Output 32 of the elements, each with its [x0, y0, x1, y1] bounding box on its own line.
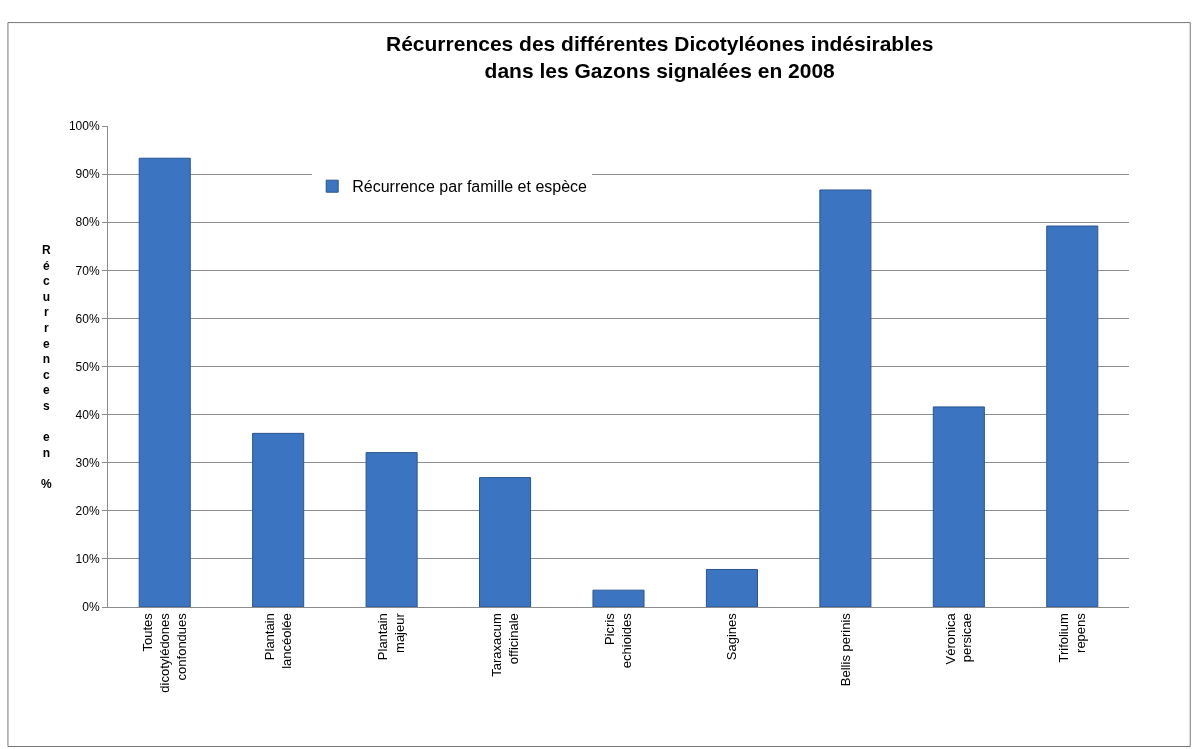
y-tick-label: 60%: [75, 311, 100, 326]
y-tick-label: 0%: [82, 600, 100, 615]
bar: [365, 452, 418, 607]
x-tick-label: Sagines: [724, 612, 740, 661]
y-tick-label: 50%: [75, 359, 100, 374]
bar: [932, 406, 985, 607]
bar: [1046, 225, 1099, 607]
x-tick-label: Plantain lancéolée: [261, 613, 294, 669]
bar: [252, 432, 305, 607]
y-tick-label: 70%: [75, 263, 100, 278]
bar: [479, 477, 532, 607]
legend-label: Récurrence par famille et espèce: [352, 178, 588, 196]
y-tick-label: 30%: [75, 455, 100, 470]
x-tick-label: Bellis perinis: [837, 612, 853, 687]
bar: [705, 568, 758, 607]
chart-title: Récurrences des différentes Dicotyléones indésirables dans les Gazons signalées en 2008: [386, 32, 934, 83]
bar: [592, 589, 645, 607]
x-tick-label: Plantain majeur: [375, 612, 408, 661]
y-tick-label: 100%: [68, 119, 100, 134]
y-tick-label: 20%: [75, 504, 100, 518]
y-tick-label: 80%: [75, 215, 100, 230]
y-tick-label: 10%: [75, 552, 100, 567]
bar: [138, 157, 191, 607]
text: Récurrences en %: [41, 243, 52, 491]
x-tick-label: Trifolium repens: [1056, 612, 1088, 663]
y-tick-label: 90%: [75, 167, 100, 182]
x-tick-label: Toutes dicotylédones confondues: [140, 612, 189, 693]
y-tick-label: 40%: [75, 407, 100, 422]
bar: [819, 189, 872, 607]
x-tick-label: Véronica persicae: [942, 612, 975, 665]
x-tick-label: Taraxacum officinale: [488, 613, 521, 677]
x-tick-label: Picris echioides: [602, 612, 635, 669]
